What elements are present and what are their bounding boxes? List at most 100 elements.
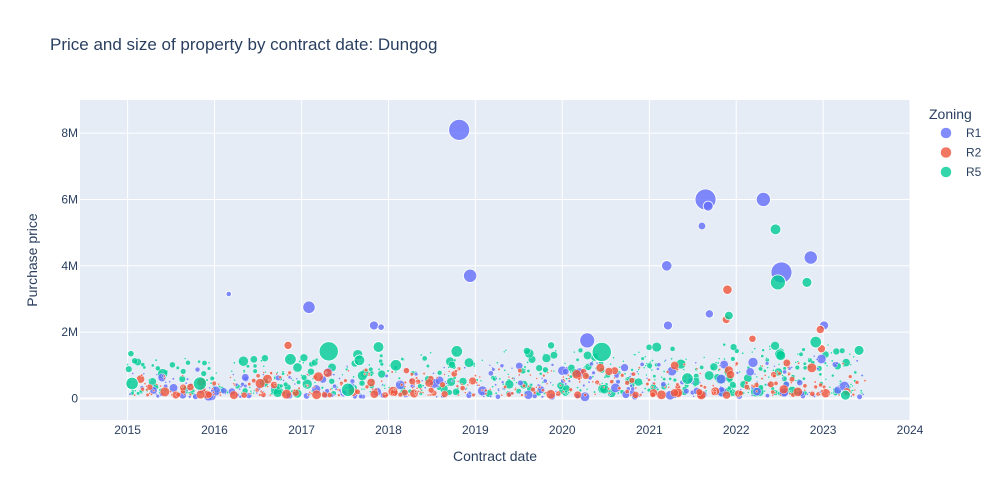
data-point-r1[interactable]	[589, 361, 594, 367]
data-point-r5[interactable]	[448, 361, 456, 369]
data-point-r5[interactable]	[755, 375, 759, 379]
data-point-r5[interactable]	[523, 365, 527, 369]
data-point-r5[interactable]	[379, 362, 384, 367]
data-point-r2[interactable]	[711, 384, 715, 387]
data-point-r5[interactable]	[464, 357, 474, 368]
data-point-r2[interactable]	[163, 374, 166, 378]
data-point-r2[interactable]	[607, 387, 610, 391]
data-point-r2[interactable]	[675, 382, 680, 387]
data-point-r5[interactable]	[769, 223, 782, 236]
data-point-r2[interactable]	[323, 368, 333, 378]
data-point-r2[interactable]	[170, 393, 174, 397]
data-point-r5[interactable]	[526, 361, 529, 364]
data-point-r5[interactable]	[183, 357, 187, 360]
data-point-r5[interactable]	[642, 366, 646, 369]
data-point-r1[interactable]	[489, 394, 492, 398]
data-point-r5[interactable]	[704, 370, 715, 381]
data-point-r1[interactable]	[293, 382, 297, 386]
data-point-r5[interactable]	[552, 369, 556, 373]
data-point-r1[interactable]	[377, 323, 385, 331]
data-point-r5[interactable]	[722, 342, 726, 347]
data-point-r5[interactable]	[450, 345, 464, 358]
data-point-r5[interactable]	[279, 383, 284, 389]
data-point-r5[interactable]	[637, 372, 640, 376]
data-point-r2[interactable]	[458, 367, 461, 371]
data-point-r2[interactable]	[820, 389, 824, 393]
data-point-r2[interactable]	[464, 391, 467, 394]
data-point-r2[interactable]	[631, 371, 636, 377]
data-point-r1[interactable]	[142, 372, 146, 375]
data-point-r5[interactable]	[127, 350, 135, 358]
data-point-r5[interactable]	[252, 363, 258, 369]
data-point-r2[interactable]	[776, 370, 779, 373]
data-point-r5[interactable]	[765, 357, 768, 360]
data-point-r5[interactable]	[750, 350, 754, 354]
data-point-r5[interactable]	[281, 371, 285, 376]
data-point-r1[interactable]	[645, 377, 649, 380]
data-point-r2[interactable]	[181, 385, 184, 389]
data-point-r2[interactable]	[722, 390, 731, 400]
data-point-r2[interactable]	[145, 385, 148, 388]
data-point-r1[interactable]	[806, 393, 809, 396]
data-point-r2[interactable]	[266, 385, 269, 388]
data-point-r2[interactable]	[773, 381, 779, 386]
data-point-r2[interactable]	[419, 387, 423, 391]
data-point-r5[interactable]	[801, 347, 806, 352]
data-point-r2[interactable]	[748, 387, 751, 391]
data-point-r2[interactable]	[261, 391, 264, 394]
data-point-r5[interactable]	[583, 351, 592, 360]
data-point-r5[interactable]	[209, 375, 215, 381]
data-point-r5[interactable]	[851, 384, 854, 388]
data-point-r5[interactable]	[206, 366, 212, 371]
data-point-r2[interactable]	[818, 393, 821, 396]
data-point-r5[interactable]	[609, 362, 612, 366]
data-point-r2[interactable]	[255, 378, 266, 389]
data-point-r1[interactable]	[735, 371, 739, 375]
data-point-r5[interactable]	[651, 359, 654, 362]
data-point-r5[interactable]	[794, 379, 798, 382]
data-point-r5[interactable]	[551, 383, 555, 387]
data-point-r1[interactable]	[862, 393, 865, 396]
data-point-r1[interactable]	[499, 363, 505, 368]
data-point-r5[interactable]	[593, 390, 596, 394]
data-point-r5[interactable]	[296, 379, 301, 385]
data-point-r2[interactable]	[363, 367, 369, 373]
data-point-r2[interactable]	[629, 393, 633, 397]
data-point-r2[interactable]	[150, 393, 153, 396]
data-point-r2[interactable]	[522, 383, 526, 388]
data-point-r5[interactable]	[563, 362, 567, 365]
data-point-r2[interactable]	[818, 382, 823, 388]
data-point-r5[interactable]	[769, 274, 786, 291]
data-point-r2[interactable]	[181, 374, 184, 377]
data-point-r1[interactable]	[238, 388, 241, 391]
data-point-r1[interactable]	[697, 221, 707, 231]
data-point-r5[interactable]	[731, 390, 735, 394]
data-point-r5[interactable]	[758, 366, 763, 372]
data-point-r5[interactable]	[731, 388, 734, 391]
data-point-r5[interactable]	[830, 359, 834, 363]
data-point-r5[interactable]	[134, 389, 137, 392]
data-point-r2[interactable]	[617, 386, 622, 391]
data-point-r2[interactable]	[517, 368, 523, 374]
data-point-r1[interactable]	[815, 358, 819, 361]
data-point-r2[interactable]	[536, 389, 540, 393]
data-point-r2[interactable]	[782, 359, 791, 367]
data-point-r2[interactable]	[409, 372, 414, 377]
data-point-r1[interactable]	[345, 365, 349, 368]
data-point-r1[interactable]	[813, 354, 816, 358]
data-point-r1[interactable]	[550, 363, 555, 367]
data-point-r2[interactable]	[229, 390, 239, 400]
data-point-r2[interactable]	[471, 393, 476, 398]
data-point-r5[interactable]	[668, 377, 672, 381]
data-point-r5[interactable]	[840, 389, 851, 401]
data-point-r1[interactable]	[562, 368, 570, 376]
data-point-r1[interactable]	[855, 359, 859, 363]
data-point-r2[interactable]	[339, 383, 343, 387]
data-point-r5[interactable]	[272, 387, 283, 398]
data-point-r5[interactable]	[802, 376, 806, 381]
data-point-r1[interactable]	[497, 389, 500, 392]
data-point-r5[interactable]	[284, 353, 297, 366]
data-point-r5[interactable]	[360, 387, 364, 391]
data-point-r5[interactable]	[851, 389, 855, 392]
data-point-r5[interactable]	[481, 359, 484, 362]
